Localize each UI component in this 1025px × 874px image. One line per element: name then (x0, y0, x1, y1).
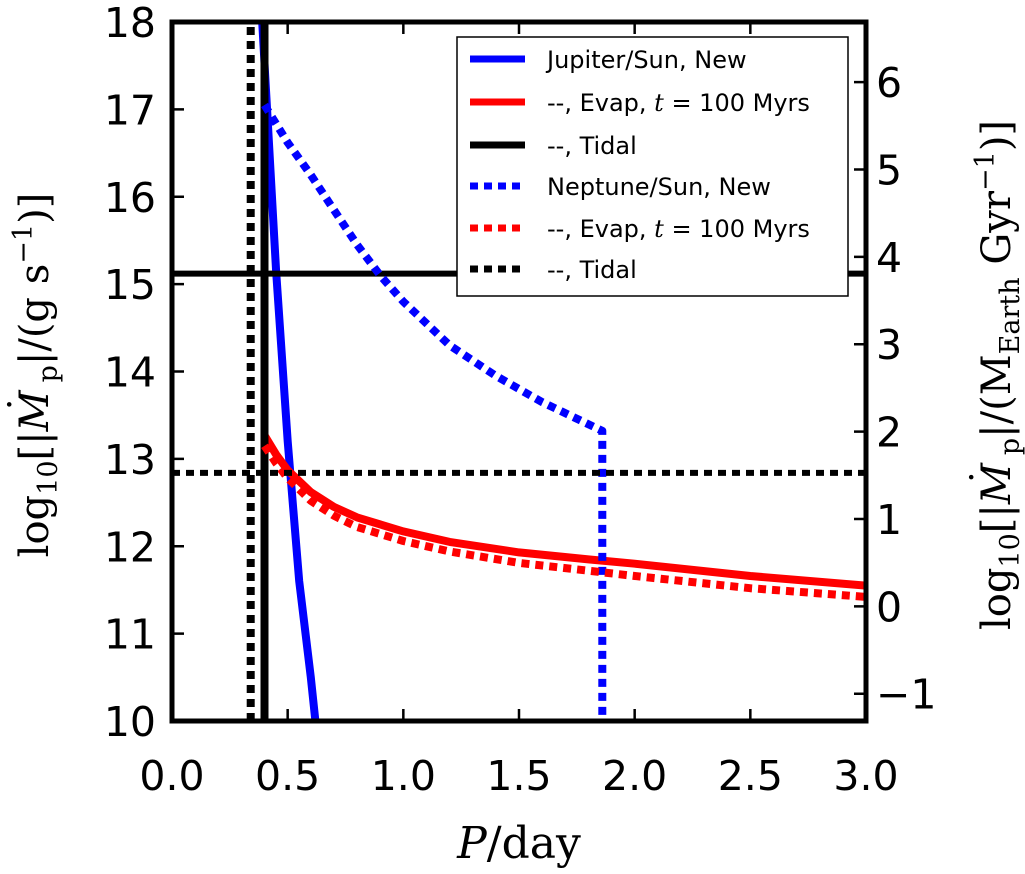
y-tick-label-left: 14 (104, 349, 156, 397)
y-tick-label-right: 6 (876, 59, 902, 107)
series-line-neptune-new (261, 102, 607, 721)
x-tick-label: 0.0 (139, 752, 204, 800)
legend-neptune-evap-t: t (654, 215, 664, 243)
legend-label-jupiter-tidal: --, Tidal (547, 132, 637, 160)
legend-label-neptune-tidal: --, Tidal (547, 256, 637, 284)
y-right-var: M (974, 462, 1020, 505)
y-left-mid: |/(g s (12, 264, 58, 365)
tick-labels: 0.0 0.5 1.0 1.5 2.0 2.5 3.0101112131415161718−… (104, 0, 937, 800)
y-left-dot: ˙ (2, 394, 48, 414)
x-tick-label: 2.5 (718, 752, 783, 800)
y-tick-label-right: 5 (876, 146, 902, 194)
y-tick-label-left: 17 (104, 86, 156, 134)
y-tick-label-left: 15 (104, 261, 156, 309)
legend-neptune-evap-suffix: = 100 Myrs (664, 215, 810, 243)
legend-jupiter-evap-suffix: = 100 Myrs (664, 89, 810, 117)
legend-label-neptune-evap: --, Evap, t = 100 Myrs (547, 215, 810, 243)
y-tick-label-left: 12 (104, 523, 156, 571)
y-tick-label-right: 0 (876, 583, 902, 631)
legend-jupiter-evap-prefix: --, Evap, (547, 89, 654, 117)
y-right-log: log (974, 568, 1020, 630)
y-left-open: [| (12, 431, 58, 460)
y-left-log-sub: 10 (33, 460, 64, 494)
legend-box (456, 36, 849, 297)
legend-label-jupiter-evap: --, Evap, t = 100 Myrs (547, 89, 810, 117)
y-right-close: )] (974, 120, 1020, 151)
y-tick-label-left: 10 (104, 698, 156, 746)
y-tick-label-right: 3 (876, 321, 902, 369)
legend-neptune-evap-prefix: --, Evap, (547, 215, 654, 243)
y-right-var-sub: p (995, 438, 1025, 455)
legend-label-jupiter-new: Jupiter/Sun, New (545, 46, 747, 74)
y-tick-label-right: −1 (876, 671, 936, 719)
y-left-var-sub: p (33, 365, 64, 382)
y-tick-label-right: 1 (876, 496, 902, 544)
y-right-open: [| (974, 504, 1020, 533)
y-axis-label-left: log10[|M˙ p|/(g s−1)] (2, 193, 64, 558)
y-tick-label-left: 11 (104, 611, 156, 659)
x-tick-label: 3.0 (833, 752, 898, 800)
y-left-var: M (12, 389, 58, 432)
x-axis-label-var: P (456, 818, 488, 869)
y-right-mid: |/(M (974, 354, 1020, 438)
y-tick-label-left: 13 (104, 436, 156, 484)
x-tick-label: 0.5 (255, 752, 320, 800)
series-line-jupiter-evap (261, 433, 866, 590)
plot-frame (169, 19, 869, 724)
x-tick-label: 1.0 (371, 752, 436, 800)
legend-jupiter-evap-t: t (654, 89, 664, 117)
y-axis-label-right: log10[|M˙ p|/(MEarth Gyr−1)] (964, 120, 1025, 630)
y-right-dot: ˙ (964, 467, 1010, 487)
legend: Jupiter/Sun, New --, Evap, t = 100 Myrs … (456, 36, 849, 297)
x-tick-label: 1.5 (486, 752, 551, 800)
x-axis-label-unit: /day (487, 818, 581, 869)
y-left-log: log (12, 495, 58, 557)
y-tick-label-right: 2 (876, 409, 902, 457)
y-right-log-sub: 10 (995, 533, 1025, 567)
y-left-exp: −1 (8, 224, 39, 264)
x-axis-label: P/day (456, 818, 581, 869)
y-right-mid2: Gyr (974, 190, 1020, 277)
y-right-exp: −1 (970, 151, 1001, 191)
y-left-close: )] (12, 193, 58, 224)
series-line-jupiter-new (258, 22, 320, 721)
y-right-mid-sub: Earth (995, 277, 1025, 354)
y-tick-label-right: 4 (876, 234, 902, 282)
y-tick-label-left: 18 (104, 0, 156, 47)
legend-label-neptune-new: Neptune/Sun, New (547, 173, 771, 201)
series-line-neptune-evap (261, 443, 866, 601)
x-tick-label: 2.0 (602, 752, 667, 800)
y-tick-label-left: 16 (104, 174, 156, 222)
